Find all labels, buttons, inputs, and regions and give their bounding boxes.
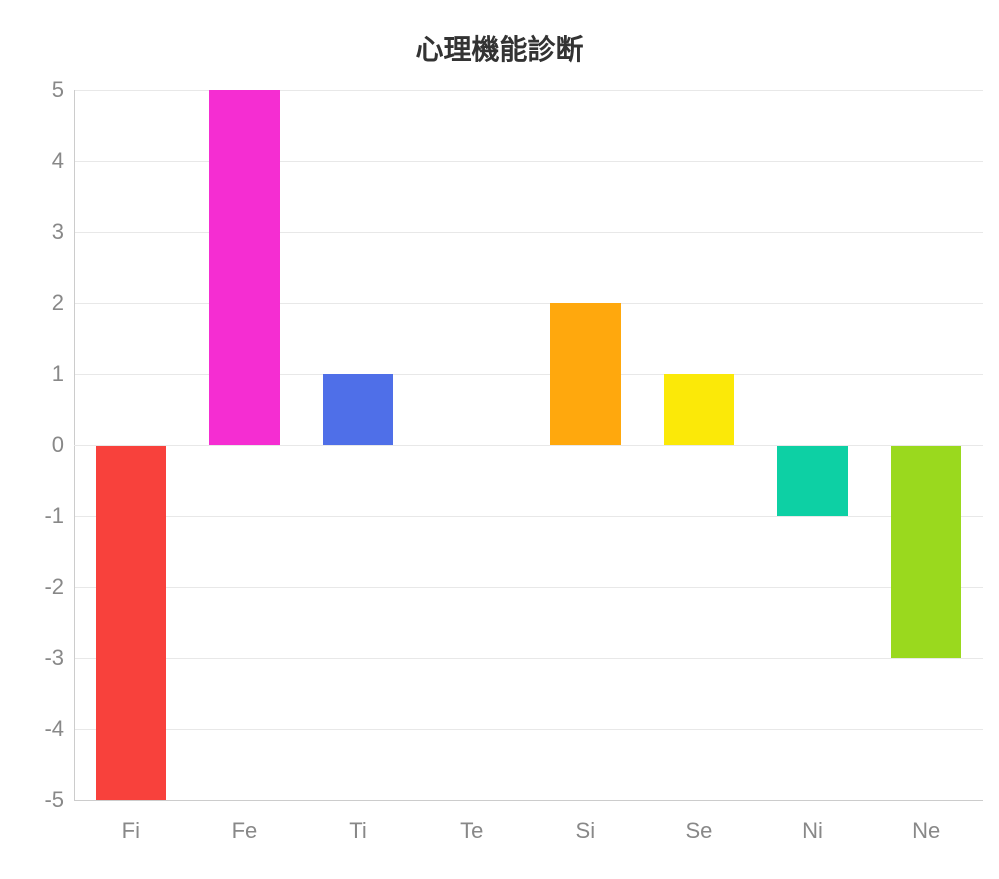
y-tick-label: -3 [14, 645, 64, 671]
x-tick-label: Ti [349, 818, 367, 844]
chart-title: 心理機能診断 [0, 28, 999, 68]
x-tick-label: Ni [802, 818, 823, 844]
x-tick-label: Ne [912, 818, 940, 844]
bar-chart: 心理機能診断 543210-1-2-3-4-5FiFeTiTeSiSeNiNe [0, 0, 999, 879]
bar-se [664, 374, 734, 445]
gridline [74, 587, 983, 588]
gridline [74, 729, 983, 730]
x-tick-label: Se [685, 818, 712, 844]
y-tick-label: -4 [14, 716, 64, 742]
x-tick-label: Te [460, 818, 483, 844]
gridline [74, 658, 983, 659]
bar-ti [323, 374, 393, 445]
bar-si [550, 303, 620, 445]
y-tick-label: 3 [14, 219, 64, 245]
bar-ni [777, 445, 847, 516]
gridline [74, 516, 983, 517]
y-tick-label: -1 [14, 503, 64, 529]
x-tick-label: Fi [122, 818, 140, 844]
x-axis-line [74, 800, 983, 801]
bar-ne [891, 445, 961, 658]
bar-fe [209, 90, 279, 445]
y-tick-label: -2 [14, 574, 64, 600]
plot-area: 543210-1-2-3-4-5FiFeTiTeSiSeNiNe [74, 90, 983, 800]
y-tick-label: -5 [14, 787, 64, 813]
y-tick-label: 5 [14, 77, 64, 103]
bar-fi [96, 445, 166, 800]
x-tick-label: Fe [232, 818, 258, 844]
x-tick-label: Si [576, 818, 596, 844]
y-tick-label: 4 [14, 148, 64, 174]
y-tick-label: 2 [14, 290, 64, 316]
y-tick-label: 0 [14, 432, 64, 458]
y-tick-label: 1 [14, 361, 64, 387]
zero-line [74, 445, 983, 446]
